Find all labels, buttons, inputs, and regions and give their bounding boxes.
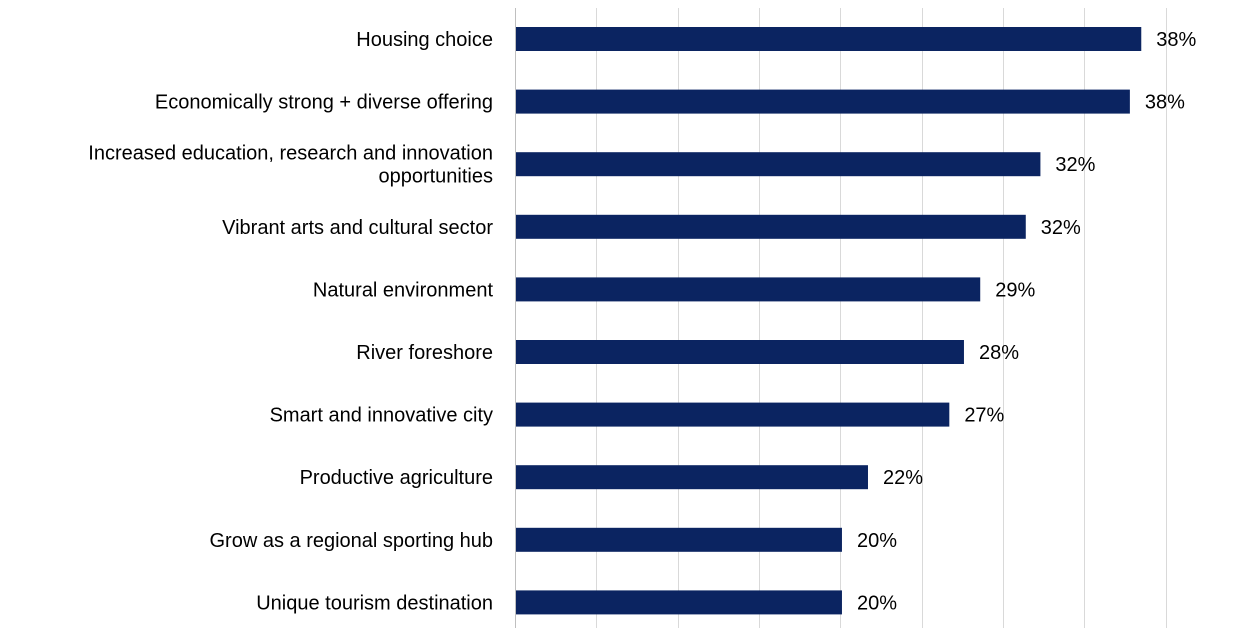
value-label: 27% — [964, 405, 1004, 427]
value-label: 22% — [883, 467, 923, 489]
value-label: 29% — [995, 279, 1035, 301]
category-label: Natural environment — [313, 279, 494, 301]
bar — [516, 214, 1026, 239]
bars — [516, 27, 1142, 615]
value-label: 38% — [1145, 92, 1185, 114]
bar — [516, 527, 842, 552]
bar — [516, 590, 842, 615]
category-label: Vibrant arts and cultural sector — [222, 217, 493, 239]
value-label: 20% — [857, 530, 897, 552]
value-label: 38% — [1156, 29, 1196, 51]
category-label: Smart and innovative city — [270, 405, 493, 427]
category-label: Productive agriculture — [300, 467, 493, 489]
value-label: 28% — [979, 342, 1019, 364]
bar — [516, 465, 868, 490]
category-label-line: Increased education, research and innova… — [88, 143, 493, 165]
bar — [516, 27, 1142, 51]
value-label: 20% — [857, 592, 897, 614]
category-label: River foreshore — [356, 342, 493, 364]
category-label: Grow as a regional sporting hub — [210, 530, 494, 552]
bar — [516, 277, 981, 302]
value-label: 32% — [1041, 217, 1081, 239]
category-labels: Housing choice Economically strong + dive… — [88, 29, 493, 614]
category-label: Housing choice — [356, 29, 493, 51]
category-label: Economically strong + diverse offering — [155, 92, 493, 114]
category-label-line: opportunities — [378, 166, 493, 188]
bar — [516, 402, 950, 427]
bar — [516, 89, 1130, 114]
category-label: Increased education, research and innova… — [88, 143, 493, 188]
category-label: Unique tourism destination — [256, 592, 493, 614]
bar — [516, 340, 964, 364]
value-label: 32% — [1055, 154, 1095, 176]
bar — [516, 152, 1041, 177]
value-labels: 38% 38% 32% 32% 29% 28% 27% 22% 20% 20% — [857, 29, 1197, 614]
